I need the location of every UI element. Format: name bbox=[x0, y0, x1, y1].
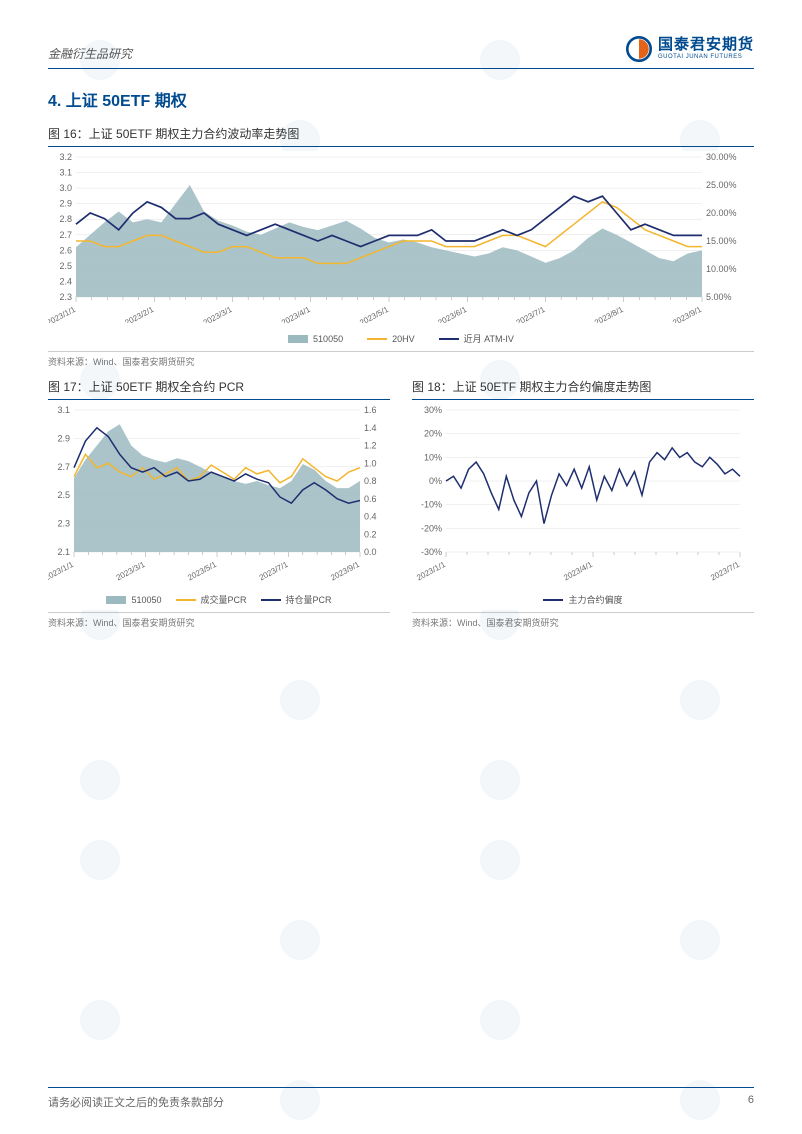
figure-18-legend: 主力合约偏度 bbox=[412, 589, 754, 610]
logo-icon bbox=[626, 36, 652, 62]
svg-text:2.7: 2.7 bbox=[59, 230, 72, 240]
chart-17-svg: 2.1 2.3 2.5 2.7 2.9 3.1 0.0 0.2 0.4 0.6 0.8 1.0 1.2 1… bbox=[48, 404, 386, 584]
svg-text:2023/4/1: 2023/4/1 bbox=[280, 305, 312, 323]
svg-text:1.6: 1.6 bbox=[364, 405, 377, 415]
area-swatch bbox=[288, 335, 308, 343]
page-footer: 请务必阅读正文之后的免责条款部分 6 bbox=[48, 1087, 754, 1110]
svg-text:2023/9/1: 2023/9/1 bbox=[671, 305, 703, 323]
svg-text:1.4: 1.4 bbox=[364, 423, 377, 433]
line-swatch bbox=[261, 599, 281, 601]
figure-17-legend: 510050 成交量PCR 持仓量PCR bbox=[48, 589, 390, 610]
svg-text:0%: 0% bbox=[429, 476, 442, 486]
svg-text:0.8: 0.8 bbox=[364, 476, 377, 486]
svg-text:0.2: 0.2 bbox=[364, 529, 377, 539]
svg-text:3.1: 3.1 bbox=[57, 405, 70, 415]
brand-cn: 国泰君安期货 bbox=[658, 37, 754, 54]
svg-text:10%: 10% bbox=[424, 452, 442, 462]
area-swatch bbox=[106, 596, 126, 604]
section-title: 4. 上证 50ETF 期权 bbox=[48, 87, 754, 111]
svg-text:0.0: 0.0 bbox=[364, 547, 377, 557]
svg-text:2023/9/1: 2023/9/1 bbox=[329, 560, 361, 583]
legend-item: 510050 bbox=[106, 593, 161, 606]
svg-text:2.4: 2.4 bbox=[59, 276, 72, 286]
svg-text:2023/1/1: 2023/1/1 bbox=[48, 560, 75, 583]
line-swatch bbox=[367, 338, 387, 340]
legend-item: 主力合约偏度 bbox=[543, 593, 622, 606]
figure-18-chart: -30% -20% -10% 0% 10% 20% 30% 2023/1/1 2023/4/1 2… bbox=[412, 404, 754, 610]
legend-item: 持仓量PCR bbox=[261, 593, 332, 606]
figure-16-source: 资料来源：Wind、国泰君安期货研究 bbox=[48, 351, 754, 368]
svg-text:3.0: 3.0 bbox=[59, 183, 72, 193]
svg-text:3.2: 3.2 bbox=[59, 152, 72, 162]
page-number: 6 bbox=[748, 1094, 754, 1110]
svg-text:2023/7/1: 2023/7/1 bbox=[258, 560, 290, 583]
svg-text:20%: 20% bbox=[424, 429, 442, 439]
svg-text:2023/1/1: 2023/1/1 bbox=[48, 305, 77, 323]
svg-text:25.00%: 25.00% bbox=[706, 180, 737, 190]
line-swatch bbox=[176, 599, 196, 601]
svg-text:2023/8/1: 2023/8/1 bbox=[593, 305, 625, 323]
svg-text:2023/3/1: 2023/3/1 bbox=[202, 305, 234, 323]
brand-en: GUOTAI JUNAN FUTURES bbox=[658, 54, 754, 61]
line-swatch bbox=[439, 338, 459, 340]
svg-text:2.5: 2.5 bbox=[59, 261, 72, 271]
figure-17-chart: 2.1 2.3 2.5 2.7 2.9 3.1 0.0 0.2 0.4 0.6 0.8 1.0 1.2 1… bbox=[48, 404, 390, 610]
svg-text:2.8: 2.8 bbox=[59, 214, 72, 224]
svg-text:2023/4/1: 2023/4/1 bbox=[562, 560, 594, 583]
svg-text:2.3: 2.3 bbox=[57, 519, 70, 529]
figure-16-chart: 2.3 2.4 2.5 2.6 2.7 2.8 2.9 3.0 3.1 3.2 5.00% 10.00… bbox=[48, 151, 754, 349]
svg-text:2023/2/1: 2023/2/1 bbox=[123, 305, 155, 323]
svg-text:3.1: 3.1 bbox=[59, 168, 72, 178]
figure-row: 图 17：上证 50ETF 期权全合约 PCR 2.1 2.3 2.5 2.7 2.9 3… bbox=[48, 378, 754, 639]
legend-item: 近月 ATM-IV bbox=[439, 332, 514, 345]
header-category: 金融衍生品研究 bbox=[48, 45, 132, 62]
svg-text:2023/3/1: 2023/3/1 bbox=[115, 560, 147, 583]
svg-text:2.3: 2.3 bbox=[59, 292, 72, 302]
svg-text:2.5: 2.5 bbox=[57, 490, 70, 500]
chart-16-svg: 2.3 2.4 2.5 2.6 2.7 2.8 2.9 3.0 3.1 3.2 5.00% 10.00… bbox=[48, 151, 748, 323]
legend-item: 20HV bbox=[367, 332, 415, 345]
figure-16: 图 16：上证 50ETF 期权主力合约波动率走势图 2.32.42.52.62… bbox=[48, 125, 754, 368]
svg-text:2023/6/1: 2023/6/1 bbox=[436, 305, 468, 323]
svg-text:-10%: -10% bbox=[421, 500, 442, 510]
svg-text:15.00%: 15.00% bbox=[706, 236, 737, 246]
svg-text:0.4: 0.4 bbox=[364, 512, 377, 522]
svg-text:2.6: 2.6 bbox=[59, 245, 72, 255]
figure-18-title: 图 18：上证 50ETF 期权主力合约偏度走势图 bbox=[412, 378, 754, 400]
svg-text:2.9: 2.9 bbox=[59, 199, 72, 209]
svg-text:0.6: 0.6 bbox=[364, 494, 377, 504]
figure-18-source: 资料来源：Wind、国泰君安期货研究 bbox=[412, 612, 754, 629]
svg-text:10.00%: 10.00% bbox=[706, 264, 737, 274]
disclaimer-text: 请务必阅读正文之后的免责条款部分 bbox=[48, 1094, 224, 1110]
page-header: 金融衍生品研究 国泰君安期货 GUOTAI JUNAN FUTURES bbox=[48, 36, 754, 69]
legend-item: 成交量PCR bbox=[176, 593, 247, 606]
figure-17-title: 图 17：上证 50ETF 期权全合约 PCR bbox=[48, 378, 390, 400]
figure-17-source: 资料来源：Wind、国泰君安期货研究 bbox=[48, 612, 390, 629]
figure-18: 图 18：上证 50ETF 期权主力合约偏度走势图 -30% -20% -10% 0%… bbox=[412, 378, 754, 629]
svg-text:-20%: -20% bbox=[421, 523, 442, 533]
svg-text:2023/5/1: 2023/5/1 bbox=[186, 560, 218, 583]
figure-17: 图 17：上证 50ETF 期权全合约 PCR 2.1 2.3 2.5 2.7 2.9 3… bbox=[48, 378, 390, 629]
svg-text:2023/7/1: 2023/7/1 bbox=[515, 305, 547, 323]
svg-text:2.1: 2.1 bbox=[57, 547, 70, 557]
svg-text:30%: 30% bbox=[424, 405, 442, 415]
svg-text:1.0: 1.0 bbox=[364, 458, 377, 468]
svg-text:5.00%: 5.00% bbox=[706, 292, 732, 302]
figure-16-legend: 510050 20HV 近月 ATM-IV bbox=[48, 328, 754, 349]
svg-text:2.9: 2.9 bbox=[57, 433, 70, 443]
svg-text:1.2: 1.2 bbox=[364, 441, 377, 451]
line-swatch bbox=[543, 599, 563, 601]
svg-text:20.00%: 20.00% bbox=[706, 208, 737, 218]
svg-text:30.00%: 30.00% bbox=[706, 152, 737, 162]
svg-text:2023/5/1: 2023/5/1 bbox=[358, 305, 390, 323]
legend-item: 510050 bbox=[288, 332, 343, 345]
figure-16-title: 图 16：上证 50ETF 期权主力合约波动率走势图 bbox=[48, 125, 754, 147]
svg-text:-30%: -30% bbox=[421, 547, 442, 557]
svg-text:2.7: 2.7 bbox=[57, 462, 70, 472]
header-logo: 国泰君安期货 GUOTAI JUNAN FUTURES bbox=[626, 36, 754, 62]
svg-text:2023/1/1: 2023/1/1 bbox=[415, 560, 447, 583]
chart-18-svg: -30% -20% -10% 0% 10% 20% 30% 2023/1/1 2023/4/1 2… bbox=[412, 404, 750, 584]
svg-text:2023/7/1: 2023/7/1 bbox=[709, 560, 741, 583]
